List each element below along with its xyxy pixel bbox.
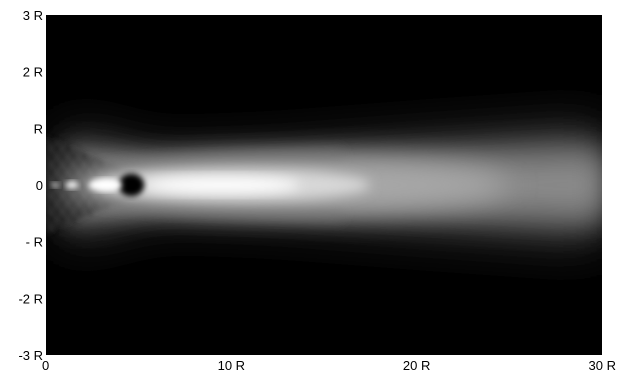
y-tick-label: R	[34, 121, 43, 136]
y-tick-label: - R	[26, 235, 43, 250]
x-tick-label: 30 R	[589, 358, 616, 373]
axial-maximum-2	[65, 181, 79, 189]
intensity-field	[46, 125, 602, 245]
y-tick-label: -3 R	[18, 348, 43, 363]
y-tick-label: 3 R	[23, 8, 43, 23]
axial-null	[118, 173, 145, 197]
x-tick-label: 0	[42, 358, 49, 373]
axial-maximum-3	[88, 178, 122, 192]
x-tick-label: 10 R	[218, 358, 245, 373]
y-tick-label: -2 R	[18, 291, 43, 306]
y-tick-label: 2 R	[23, 65, 43, 80]
axial-maximum-1	[50, 182, 60, 188]
tick-labels: 3 R2 RR0- R-2 R-3 R0 10 R 20 R 30 R	[18, 8, 616, 373]
main-lobe-peak	[144, 177, 300, 193]
y-tick-label: 0	[36, 178, 43, 193]
x-tick-label: 20 R	[403, 358, 430, 373]
